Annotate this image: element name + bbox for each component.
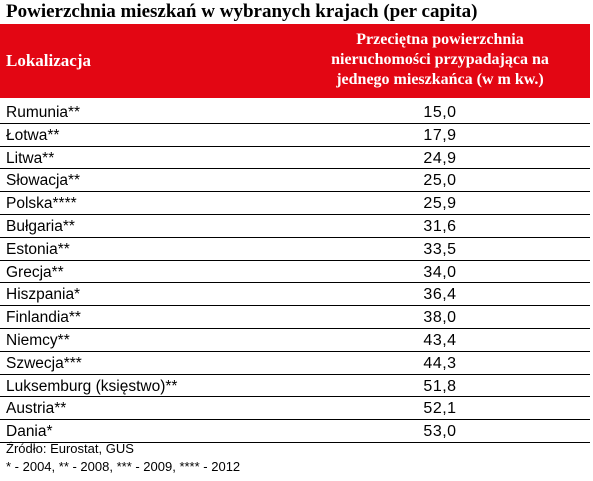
table-row: Łotwa** 17,9 (0, 124, 590, 147)
row-value: 44,3 (423, 354, 457, 372)
table-row: Litwa** 24,9 (0, 147, 590, 170)
row-location: Polska**** (6, 195, 77, 213)
row-value: 51,8 (423, 377, 457, 395)
row-value: 34,0 (423, 263, 457, 281)
row-location: Bułgaria** (6, 217, 75, 235)
row-location: Łotwa** (6, 126, 60, 144)
row-value: 17,9 (423, 126, 457, 144)
row-location: Hiszpania* (6, 286, 81, 304)
header-area-line-3: jednego mieszkańca (w m kw.) (336, 71, 544, 88)
table-row: Grecja** 34,0 (0, 261, 590, 284)
row-location: Rumunia** (6, 104, 81, 121)
row-value: 31,6 (423, 217, 457, 235)
row-value: 43,4 (423, 331, 457, 349)
row-location: Szwecja*** (6, 354, 82, 372)
table-title: Powierzchnia mieszkań w wybranych krajac… (6, 1, 478, 22)
table-row: Niemcy** 43,4 (0, 329, 590, 352)
row-value: 53,0 (423, 423, 457, 441)
table-row: Rumunia** 15,0 (0, 101, 590, 124)
row-location: Finlandia** (6, 309, 81, 327)
row-location: Litwa** (6, 149, 55, 167)
table-row: Estonia** 33,5 (0, 238, 590, 261)
table-row: Słowacja** 25,0 (0, 169, 590, 193)
table-row: Finlandia** 38,0 (0, 306, 590, 329)
row-value: 24,9 (423, 149, 457, 167)
footnote: * - 2004, ** - 2008, *** - 2009, **** - … (6, 459, 241, 474)
row-value: 25,9 (423, 195, 457, 213)
row-location: Niemcy** (6, 331, 70, 349)
row-value: 25,0 (423, 172, 457, 190)
header-location: Lokalizacja (6, 51, 91, 70)
table-row: Bułgaria** 31,6 (0, 215, 590, 238)
row-value: 15,0 (423, 104, 457, 121)
row-location: Luksemburg (księstwo)** (6, 377, 178, 395)
table-header: Lokalizacja Przeciętna powierzchnia nier… (0, 24, 590, 98)
header-area-line-2: nieruchomości przypadająca na (331, 51, 549, 68)
table-row: Szwecja*** 44,3 (0, 352, 590, 375)
header-area: Przeciętna powierzchnia nieruchomości pr… (290, 30, 590, 90)
header-area-line-1: Przeciętna powierzchnia (356, 31, 524, 48)
row-value: 33,5 (423, 240, 457, 258)
row-location: Austria** (6, 400, 67, 418)
table-row: Austria** 52,1 (0, 397, 590, 421)
row-location: Grecja** (6, 263, 64, 281)
table-row: Hiszpania* 36,4 (0, 283, 590, 307)
row-location: Estonia** (6, 240, 70, 258)
table-body: Rumunia** 15,0 Łotwa** 17,9 Litwa** 24,9 Słowa… (0, 101, 590, 443)
table-row: Luksemburg (księstwo)** 51,8 (0, 375, 590, 398)
row-value: 38,0 (423, 309, 457, 327)
table-row: Dania* 53,0 (0, 420, 590, 443)
row-value: 36,4 (423, 286, 457, 304)
table-row: Polska**** 25,9 (0, 192, 590, 215)
row-location: Dania* (6, 423, 53, 441)
source-note: Źródło: Eurostat, GUS (6, 441, 134, 456)
row-location: Słowacja** (6, 172, 81, 190)
row-value: 52,1 (423, 400, 457, 418)
